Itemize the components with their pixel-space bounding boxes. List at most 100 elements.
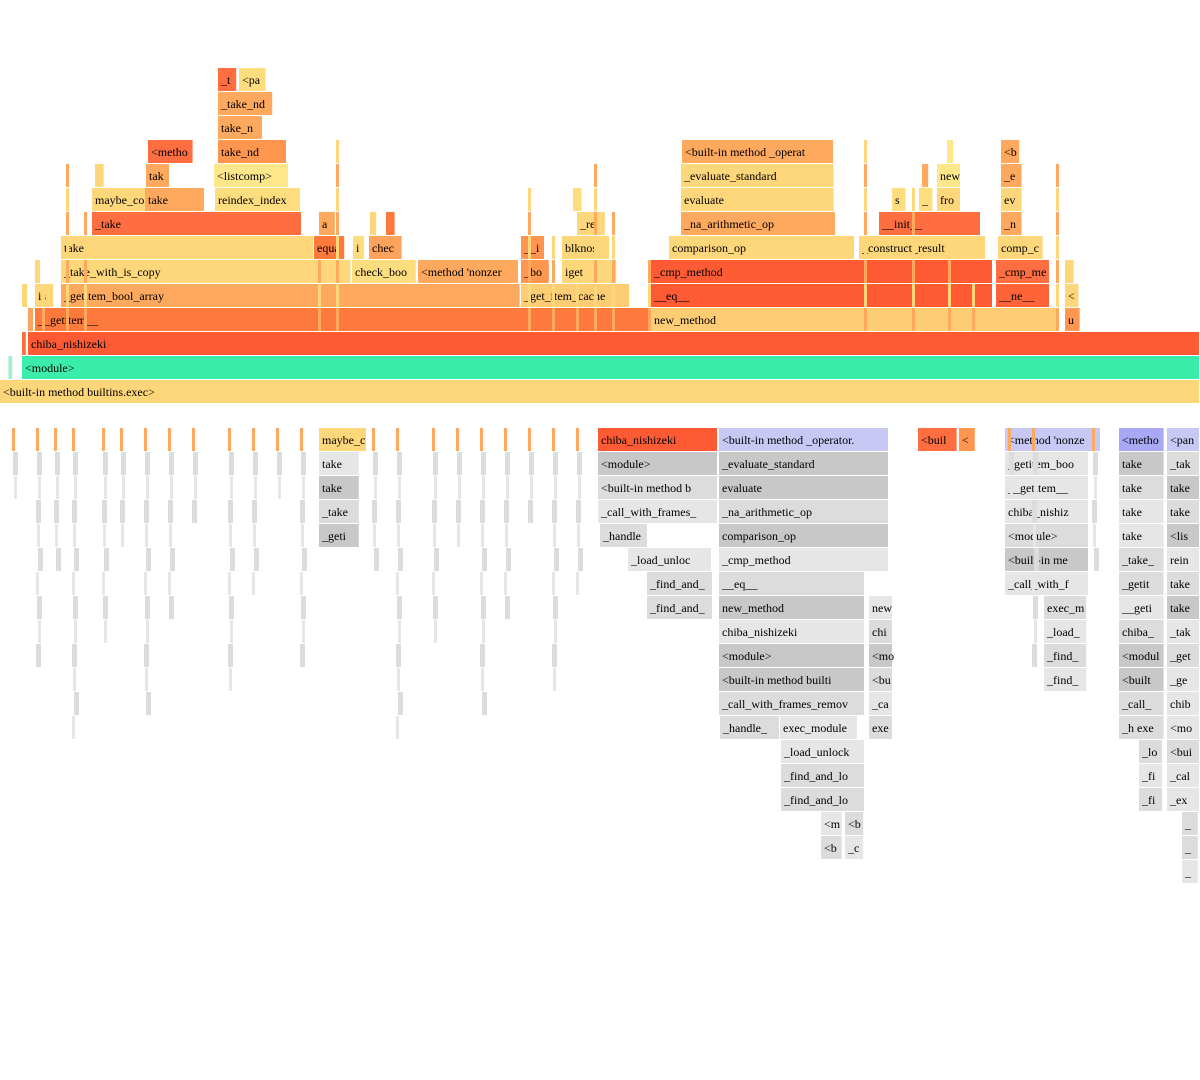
icicle-frame-31[interactable] — [1167, 524, 1199, 547]
icicle-sliver-5-2[interactable] — [122, 476, 125, 499]
flame-frame-46[interactable] — [681, 188, 834, 211]
icicle-frame-84[interactable] — [821, 836, 842, 859]
icicle-sliver-3-11[interactable] — [74, 692, 79, 715]
icicle-sliver-9-10[interactable] — [229, 668, 232, 691]
flame-frame-21[interactable] — [562, 260, 617, 283]
flame-sliver-10-5[interactable] — [648, 260, 651, 283]
flame-sliver-8-9[interactable] — [594, 164, 597, 187]
flame-sliver-9-6[interactable] — [612, 236, 615, 259]
icicle-frame-33[interactable] — [719, 548, 888, 571]
icicle-sliver-3-5[interactable] — [74, 548, 79, 571]
icicle-sliver-23-1[interactable] — [1033, 452, 1038, 475]
icicle-frame-86[interactable] — [1182, 836, 1198, 859]
flame-frame-18[interactable] — [352, 260, 416, 283]
icicle-sliver-0-2[interactable] — [14, 476, 17, 499]
icicle-sliver-16-0[interactable] — [456, 428, 459, 451]
icicle-frame-45[interactable] — [1044, 596, 1087, 619]
icicle-sliver-23-3[interactable] — [1032, 500, 1037, 523]
flame-sliver-9-7[interactable] — [612, 212, 615, 235]
icicle-sliver-16-1[interactable] — [457, 452, 462, 475]
icicle-sliver-9-8[interactable] — [230, 620, 233, 643]
icicle-sliver-18-1[interactable] — [505, 452, 510, 475]
icicle-sliver-11-2[interactable] — [278, 476, 281, 499]
icicle-frame-37[interactable] — [647, 572, 712, 595]
flame-sliver-15-6[interactable] — [1056, 236, 1059, 259]
icicle-frame-39[interactable] — [1005, 572, 1088, 595]
flame-sliver-8-6[interactable] — [594, 236, 597, 259]
flame-frame-3[interactable] — [22, 332, 26, 355]
flame-frame-62[interactable] — [1001, 140, 1020, 163]
flame-frame-14[interactable] — [996, 284, 1049, 307]
flame-sliver-8-7[interactable] — [594, 212, 597, 235]
flame-sliver-11-9[interactable] — [864, 164, 867, 187]
flame-frame-65[interactable] — [218, 68, 237, 91]
icicle-frame-2[interactable] — [719, 428, 888, 451]
icicle-frame-79[interactable] — [1139, 788, 1162, 811]
icicle-sliver-24-0[interactable] — [1092, 428, 1095, 451]
icicle-frame-83[interactable] — [1182, 812, 1198, 835]
icicle-sliver-19-3[interactable] — [528, 500, 533, 523]
flame-frame-41[interactable] — [1001, 212, 1022, 235]
flame-frame-8[interactable] — [1065, 308, 1080, 331]
flame-sliver-5-3[interactable] — [528, 308, 531, 331]
icicle-sliver-6-2[interactable] — [146, 476, 149, 499]
icicle-sliver-1-3[interactable] — [36, 500, 41, 523]
flame-frame-40[interactable] — [879, 212, 980, 235]
icicle-frame-42[interactable] — [647, 596, 712, 619]
icicle-sliver-10-1[interactable] — [253, 452, 258, 475]
flame-sliver-11-3[interactable] — [864, 308, 867, 331]
flame-frame-9[interactable] — [22, 284, 27, 307]
icicle-sliver-4-0[interactable] — [102, 428, 105, 451]
icicle-sliver-24-2[interactable] — [1094, 476, 1097, 499]
icicle-frame-36[interactable] — [1167, 548, 1199, 571]
icicle-sliver-14-11[interactable] — [398, 692, 403, 715]
flame-sliver-11-6[interactable] — [864, 236, 867, 259]
icicle-sliver-24-4[interactable] — [1093, 524, 1096, 547]
icicle-sliver-24-3[interactable] — [1092, 500, 1097, 523]
icicle-sliver-22-2[interactable] — [1010, 476, 1013, 499]
icicle-sliver-17-1[interactable] — [481, 452, 486, 475]
flame-sliver-15-3[interactable] — [1056, 308, 1059, 331]
flame-frame-53[interactable] — [214, 164, 288, 187]
icicle-sliver-17-2[interactable] — [482, 476, 485, 499]
icicle-frame-67[interactable] — [720, 716, 779, 739]
icicle-sliver-22-0[interactable] — [1008, 428, 1011, 451]
icicle-frame-9[interactable] — [598, 452, 717, 475]
flame-sliver-12-6[interactable] — [912, 236, 915, 259]
icicle-frame-61[interactable] — [1119, 668, 1164, 691]
icicle-sliver-7-0[interactable] — [168, 428, 171, 451]
flame-sliver-5-4[interactable] — [528, 284, 531, 307]
icicle-frame-6[interactable] — [1119, 428, 1164, 451]
flame-sliver-12-3[interactable] — [912, 308, 915, 331]
flame-sliver-12-7[interactable] — [912, 212, 915, 235]
flame-frame-24[interactable] — [1065, 260, 1074, 283]
icicle-sliver-20-5[interactable] — [554, 548, 559, 571]
icicle-sliver-7-7[interactable] — [169, 596, 174, 619]
flame-frame-1[interactable] — [8, 356, 13, 379]
icicle-sliver-9-7[interactable] — [229, 596, 234, 619]
icicle-sliver-1-9[interactable] — [36, 644, 41, 667]
icicle-sliver-10-0[interactable] — [252, 428, 255, 451]
icicle-sliver-13-2[interactable] — [374, 476, 377, 499]
icicle-sliver-10-6[interactable] — [252, 572, 255, 595]
icicle-sliver-17-9[interactable] — [480, 644, 485, 667]
icicle-sliver-2-0[interactable] — [54, 428, 57, 451]
flame-sliver-15-9[interactable] — [1056, 164, 1059, 187]
icicle-sliver-11-1[interactable] — [277, 452, 282, 475]
flame-frame-19[interactable] — [418, 260, 518, 283]
icicle-sliver-1-0[interactable] — [36, 428, 39, 451]
flame-frame-48[interactable] — [919, 188, 933, 211]
flame-frame-66[interactable] — [239, 68, 266, 91]
icicle-frame-76[interactable] — [1139, 764, 1162, 787]
icicle-sliver-3-2[interactable] — [74, 476, 77, 499]
icicle-frame-43[interactable] — [719, 596, 864, 619]
icicle-sliver-13-1[interactable] — [373, 452, 378, 475]
icicle-frame-0[interactable] — [319, 428, 366, 451]
flame-frame-20[interactable] — [521, 260, 549, 283]
icicle-sliver-1-6[interactable] — [36, 572, 39, 595]
icicle-sliver-7-3[interactable] — [168, 500, 173, 523]
icicle-sliver-15-8[interactable] — [434, 620, 437, 643]
flame-frame-0[interactable] — [0, 380, 1199, 403]
flame-sliver-1-4[interactable] — [66, 284, 69, 307]
flame-sliver-8-8[interactable] — [594, 188, 597, 211]
